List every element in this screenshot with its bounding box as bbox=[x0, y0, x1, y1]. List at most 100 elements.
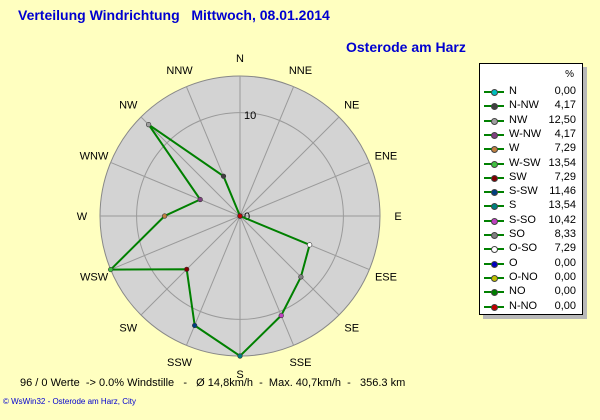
legend-value: 7,29 bbox=[554, 170, 576, 183]
direction-label-s: S bbox=[236, 369, 243, 381]
direction-label-wnw: WNW bbox=[80, 151, 109, 163]
legend-value: 4,17 bbox=[554, 127, 576, 140]
legend-swatch bbox=[484, 288, 504, 297]
legend-direction: N-NO bbox=[509, 299, 538, 312]
spoke-nne bbox=[239, 86, 295, 217]
legend-value: 8,33 bbox=[554, 228, 576, 240]
direction-label-e: E bbox=[394, 211, 401, 223]
direction-label-ssw: SSW bbox=[167, 357, 193, 369]
spoke-se bbox=[239, 215, 340, 316]
legend-item: SW 7,29 bbox=[484, 171, 576, 185]
legend-swatch bbox=[484, 188, 504, 197]
legend-swatch bbox=[484, 174, 504, 182]
legend-item: N 0,00 bbox=[484, 85, 576, 99]
data-point-s bbox=[237, 353, 243, 359]
legend-direction: S-SO bbox=[509, 213, 536, 226]
direction-label-ene: ENE bbox=[375, 151, 398, 163]
data-point-nw bbox=[146, 122, 152, 128]
legend-item: NO 0,00 bbox=[484, 285, 576, 299]
direction-label-ese: ESE bbox=[375, 271, 397, 283]
legend-swatch bbox=[484, 160, 504, 168]
data-point-sse bbox=[278, 312, 284, 319]
legend-swatch bbox=[484, 117, 504, 125]
spoke-sse bbox=[239, 215, 295, 346]
legend-value: 0,00 bbox=[554, 285, 576, 298]
legend-swatch bbox=[484, 303, 504, 311]
software-credit: © WsWin32 - Osterode am Harz, City bbox=[3, 397, 137, 406]
legend-swatch bbox=[484, 260, 504, 268]
direction-label-nnw: NNW bbox=[166, 65, 193, 77]
legend-item: S-SW 11,46 bbox=[484, 185, 576, 199]
data-point-nnw bbox=[220, 173, 227, 179]
data-point-wnw bbox=[197, 196, 203, 203]
legend-item: S 13,54 bbox=[484, 199, 576, 213]
data-point-se bbox=[298, 274, 304, 280]
legend-item: O-SO 7,29 bbox=[484, 242, 576, 256]
legend-item: W-NW 4,17 bbox=[484, 128, 576, 142]
center-label-0: 0 bbox=[244, 211, 250, 223]
direction-label-w: W bbox=[77, 211, 88, 223]
legend-swatch bbox=[484, 145, 504, 154]
spoke-ne bbox=[239, 116, 340, 217]
legend-item: O 0,00 bbox=[484, 257, 576, 271]
data-point-sw bbox=[184, 266, 190, 272]
legend-item: W-SW 13,54 bbox=[484, 157, 576, 171]
data-point-nne bbox=[237, 213, 243, 219]
legend-swatch bbox=[484, 274, 504, 282]
legend-direction: N-NW bbox=[509, 99, 539, 112]
legend-value: 0,00 bbox=[554, 299, 576, 312]
direction-label-sse: SSE bbox=[289, 357, 311, 369]
direction-label-nw: NW bbox=[119, 99, 138, 111]
legend-item: S-SO 10,42 bbox=[484, 214, 576, 228]
data-point-ese bbox=[307, 242, 313, 248]
legend-swatch bbox=[484, 231, 504, 239]
legend-swatch bbox=[484, 245, 504, 254]
wind-statistics: 96 / 0 Werte -> 0.0% Windstille - Ø 14,8… bbox=[20, 377, 406, 389]
legend-swatch bbox=[484, 202, 504, 211]
direction-label-nne: NNE bbox=[289, 65, 312, 77]
legend-item: N-NW 4,17 bbox=[484, 99, 576, 113]
legend-direction: O bbox=[509, 256, 518, 269]
direction-label-ne: NE bbox=[344, 99, 359, 111]
legend-swatch bbox=[484, 102, 504, 111]
legend-value: 7,29 bbox=[554, 142, 576, 155]
legend-direction: NW bbox=[509, 113, 528, 126]
data-point-ssw bbox=[192, 322, 198, 329]
legend-direction: SW bbox=[509, 170, 527, 183]
legend-item: O-NO 0,00 bbox=[484, 271, 576, 285]
legend-value: 0,00 bbox=[554, 270, 576, 283]
legend-value: 0,00 bbox=[554, 256, 576, 269]
legend-value: 4,17 bbox=[554, 99, 576, 112]
legend-direction: NO bbox=[509, 285, 526, 298]
spoke-sw bbox=[140, 215, 241, 316]
spoke-wnw bbox=[110, 161, 241, 217]
direction-label-n: N bbox=[236, 53, 244, 65]
legend-swatch bbox=[484, 217, 504, 225]
legend-swatch bbox=[484, 131, 504, 139]
legend-value: 0,00 bbox=[554, 85, 576, 97]
chart-title: Verteilung Windrichtung Mittwoch, 08.01.… bbox=[18, 7, 330, 23]
legend-value: 7,29 bbox=[554, 242, 576, 255]
legend-swatch bbox=[484, 88, 504, 96]
location-label: Osterode am Harz bbox=[346, 39, 466, 55]
legend-direction: O-NO bbox=[509, 270, 538, 283]
data-point-wsw bbox=[108, 266, 114, 273]
legend-direction: S-SW bbox=[509, 185, 538, 198]
legend-direction: W-SW bbox=[509, 156, 541, 169]
legend-item: W 7,29 bbox=[484, 142, 576, 156]
legend-value: 13,54 bbox=[548, 199, 576, 212]
spoke-wsw bbox=[110, 215, 241, 271]
legend-value: 11,46 bbox=[549, 185, 576, 198]
legend-item: N-NO 0,00 bbox=[484, 300, 576, 314]
legend-direction: N bbox=[509, 85, 517, 97]
legend-direction: SO bbox=[509, 228, 525, 240]
legend-unit: % bbox=[565, 69, 574, 80]
legend-direction: W-NW bbox=[509, 127, 542, 140]
direction-label-sw: SW bbox=[119, 323, 137, 335]
legend-item: SO 8,33 bbox=[484, 228, 576, 242]
spoke-nw bbox=[140, 116, 241, 217]
legend-direction: S bbox=[509, 199, 517, 212]
legend-value: 12,50 bbox=[548, 113, 576, 126]
legend-direction: W bbox=[509, 142, 520, 155]
